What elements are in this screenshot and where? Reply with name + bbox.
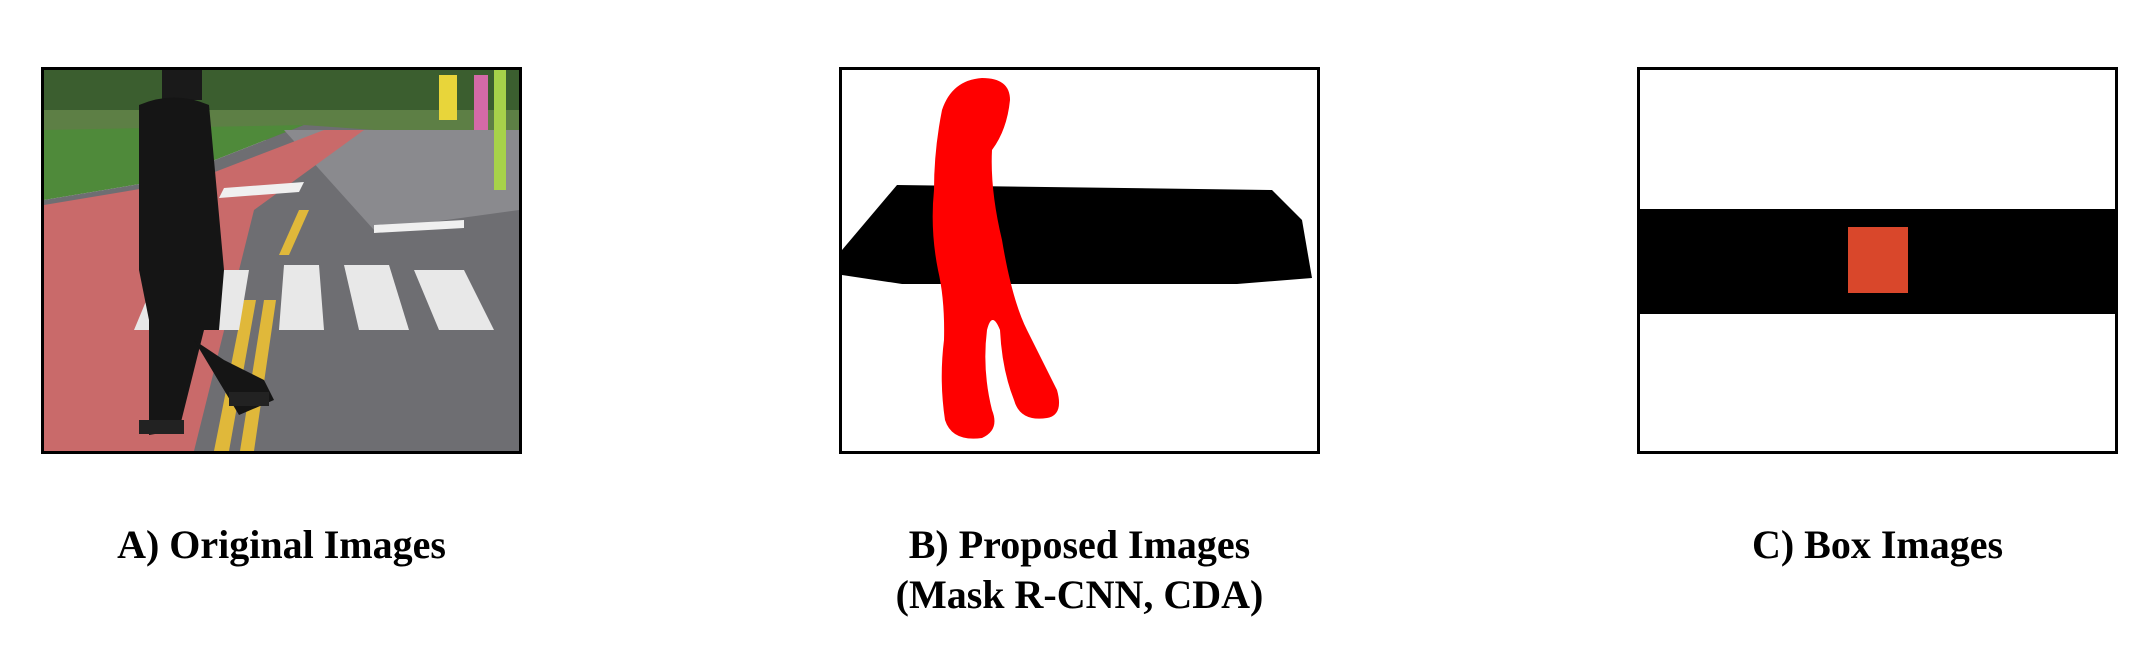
caption-original: A) Original Images bbox=[41, 520, 522, 570]
caption-original-line1: A) Original Images bbox=[117, 522, 446, 567]
caption-proposed-line2: (Mask R-CNN, CDA) bbox=[895, 572, 1264, 617]
proposed-image-panel bbox=[839, 67, 1320, 454]
colorful-sign bbox=[439, 75, 457, 120]
crosswalk-mask bbox=[842, 185, 1312, 284]
caption-proposed: B) Proposed Images (Mask R-CNN, CDA) bbox=[779, 520, 1380, 620]
segmentation-mask bbox=[842, 70, 1317, 451]
caption-box: C) Box Images bbox=[1637, 520, 2118, 570]
caption-box-line1: C) Box Images bbox=[1751, 522, 2004, 567]
pedestrian-mask bbox=[932, 78, 1060, 439]
caption-proposed-line1: B) Proposed Images bbox=[908, 522, 1251, 567]
pedestrian-figure bbox=[139, 70, 274, 435]
pedestrian-box bbox=[1848, 227, 1908, 293]
original-image-panel bbox=[41, 67, 522, 454]
box-mask bbox=[1640, 70, 2115, 451]
original-photo bbox=[44, 70, 519, 451]
box-image-panel bbox=[1637, 67, 2118, 454]
